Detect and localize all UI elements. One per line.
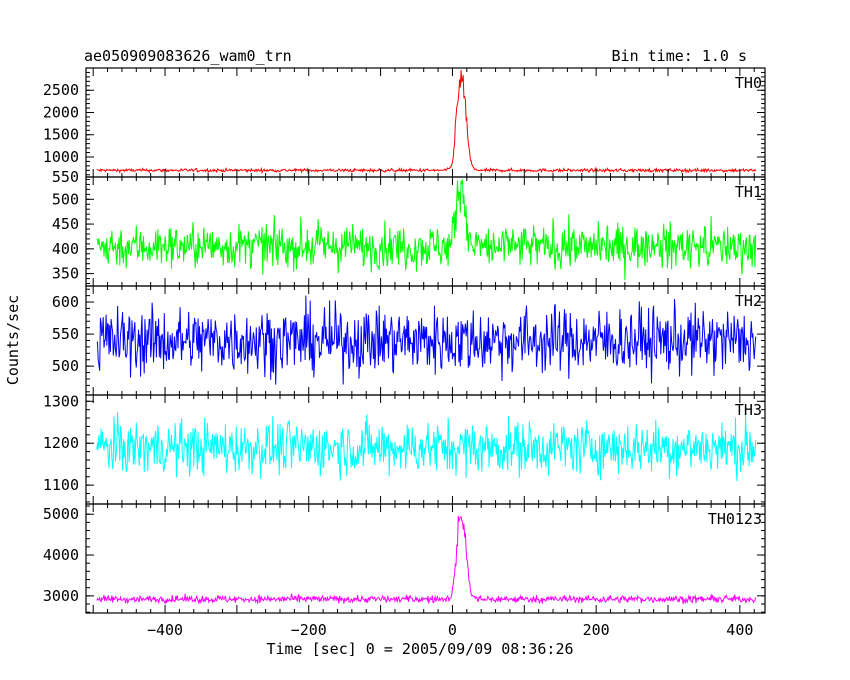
series-line-th3 [96,411,757,482]
y-axis-label: Counts/sec [4,295,22,385]
y-tick-label: 550 [52,325,79,343]
y-tick-label: 4000 [43,546,79,564]
y-tick-label: 500 [52,190,79,208]
series-line-th0 [96,70,757,175]
panel-th2: TH2 500 550 600 [52,285,766,396]
panels-group: TH05501000150020002500TH1350400450500TH2… [43,67,766,639]
x-tick-label: 0 [448,621,457,639]
bin-time-label: Bin time: 1.0 s [612,47,747,65]
x-tick-label: −400 [147,621,183,639]
y-tick-label: 2500 [43,81,79,99]
y-tick-label: 2000 [43,103,79,121]
series-line-th0123 [96,515,757,605]
y-tick-label: 350 [52,265,79,283]
panel-label-th3: TH3 [735,401,762,419]
y-tick-label: 450 [52,215,79,233]
x-tick-label: 400 [726,621,753,639]
panel-th0: TH0 550 1000 1500 2000 2500 [43,67,766,186]
panel-th1: TH1 350 400 450 500 [52,176,766,287]
y-tick-label: 5000 [43,505,79,523]
panel-frame [85,503,766,614]
panel-frame [85,67,766,178]
y-tick-label: 600 [52,293,79,311]
chart-title: ae050909083626_wam0_trn [84,47,292,65]
series-line-th1 [96,179,757,281]
panel-th0123: TH0123 3000 4000 5000 [43,503,766,614]
panel-label-th0: TH0 [735,74,762,92]
panel-label-th0123: TH0123 [708,510,762,528]
y-tick-label: 3000 [43,587,79,605]
y-tick-label: 1100 [43,476,79,494]
x-tick-label: 200 [583,621,610,639]
y-tick-label: 500 [52,357,79,375]
panel-label-th1: TH1 [735,183,762,201]
y-tick-label: 400 [52,240,79,258]
x-axis-label: Time [sec] 0 = 2005/09/09 08:36:26 [266,640,573,658]
y-tick-label: 1300 [43,392,79,410]
y-tick-label: 550 [52,168,79,186]
panel-th3: TH3 1100 1200 1300 [43,392,766,505]
series-line-th2 [96,295,757,385]
x-tick-label: −200 [291,621,327,639]
y-tick-label: 1200 [43,434,79,452]
panel-label-th2: TH2 [735,292,762,310]
y-tick-label: 1500 [43,126,79,144]
y-tick-label: 1000 [43,148,79,166]
